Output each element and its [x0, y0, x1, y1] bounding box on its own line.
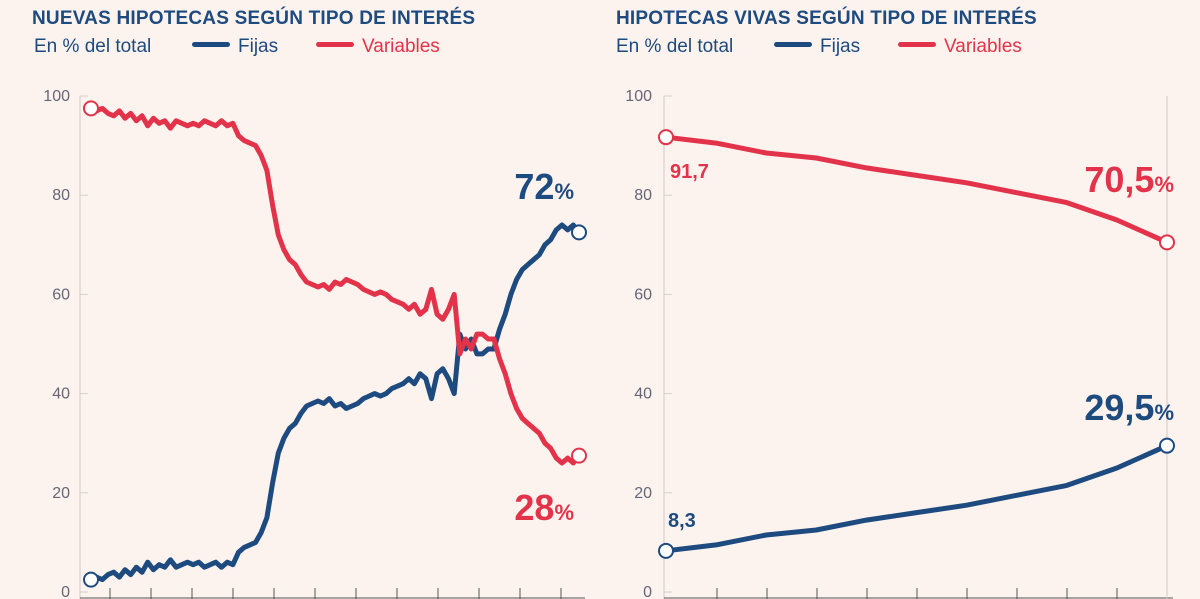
legend-item-variable: Variables — [316, 36, 440, 58]
chart-subtitle: En % del total — [616, 36, 734, 57]
fixed-start-marker — [83, 571, 99, 588]
legend-label-fixed: Fijas — [820, 36, 861, 57]
y-tick-label: 0 — [61, 584, 70, 599]
legend-swatch-variable — [898, 42, 936, 48]
end-label-fixed-unit: % — [1154, 400, 1174, 425]
series-line-fixed — [88, 222, 582, 583]
legend-label-variable: Variables — [944, 36, 1022, 57]
y-tick-label: 80 — [52, 187, 70, 204]
end-label-fixed: 29,5% — [1084, 387, 1174, 428]
variable-end-marker — [1159, 234, 1175, 251]
end-label-variable: 28% — [514, 487, 574, 528]
line-chart-new-mortgages: 0 20 40 60 80 100 72% 28% — [43, 88, 587, 599]
fixed-start-marker — [658, 542, 674, 559]
chart-title: HIPOTECAS VIVAS SEGÚN TIPO DE INTERÉS — [616, 8, 1037, 29]
y-tick-label: 60 — [52, 286, 70, 303]
end-label-fixed-unit: % — [554, 179, 574, 204]
variable-start-marker — [83, 100, 99, 117]
fixed-end-marker — [571, 224, 587, 241]
legend-swatch-variable — [316, 42, 354, 48]
chart-title: NUEVAS HIPOTECAS SEGÚN TIPO DE INTERÉS — [32, 8, 476, 29]
variable-start-marker — [658, 129, 674, 146]
legend-item-variable: Variables — [898, 36, 1022, 58]
y-tick-label: 60 — [634, 286, 652, 303]
legend-label-variable: Variables — [362, 36, 440, 57]
end-label-variable-unit: % — [554, 500, 574, 525]
legend-swatch-fixed — [774, 42, 812, 48]
series-line-fixed — [663, 443, 1170, 554]
y-tick-label: 20 — [52, 485, 70, 502]
start-label-fixed: 8,3 — [668, 510, 696, 532]
y-tick-label: 80 — [634, 187, 652, 204]
chart-subtitle: En % del total — [34, 36, 152, 57]
y-tick-label: 0 — [643, 584, 652, 599]
fixed-end-marker — [1159, 437, 1175, 454]
legend-item-fixed: Fijas — [774, 36, 860, 58]
series-line-variable — [663, 134, 1170, 245]
line-chart-outstanding-mortgages: 0 20 40 60 80 100 91,7 8,3 70,5% 29,5% — [625, 88, 1175, 599]
legend-label-fixed: Fijas — [238, 36, 279, 57]
chart-panel-new-mortgages: NUEVAS HIPOTECAS SEGÚN TIPO DE INTERÉS E… — [32, 8, 587, 599]
start-label-variable: 91,7 — [670, 161, 709, 183]
series-line-variable — [88, 105, 582, 466]
end-label-fixed: 72% — [514, 166, 574, 207]
chart-panel-outstanding-mortgages: HIPOTECAS VIVAS SEGÚN TIPO DE INTERÉS En… — [600, 0, 1200, 599]
y-tick-label: 40 — [52, 386, 70, 403]
y-tick-label: 100 — [43, 88, 70, 105]
y-tick-label: 40 — [634, 386, 652, 403]
end-label-variable-unit: % — [1154, 172, 1174, 197]
end-label-variable: 70,5% — [1084, 159, 1174, 200]
y-tick-label: 100 — [625, 88, 652, 105]
y-tick-label: 20 — [634, 485, 652, 502]
legend-item-fixed: Fijas — [192, 36, 278, 58]
legend-swatch-fixed — [192, 42, 230, 48]
variable-end-marker — [571, 447, 587, 464]
